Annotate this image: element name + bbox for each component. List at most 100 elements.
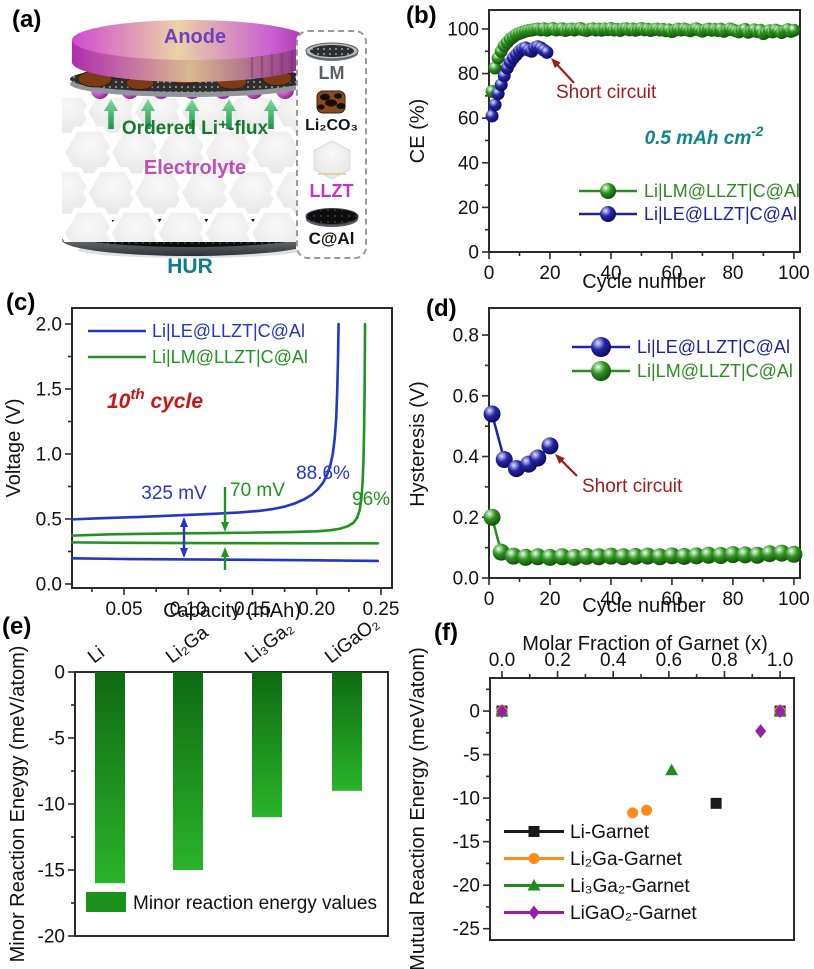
annotation-c — [180, 517, 188, 558]
svg-text:0: 0 — [469, 702, 480, 723]
svg-text:Li-Garnet: Li-Garnet — [570, 822, 650, 843]
svg-text:0.2: 0.2 — [453, 508, 479, 529]
svg-text:0.20: 0.20 — [298, 599, 335, 620]
annotation-b — [551, 58, 575, 84]
legend-label-lm: LM — [318, 63, 345, 84]
svg-text:60: 60 — [661, 263, 682, 284]
annotation-d — [555, 454, 578, 477]
svg-text:96%: 96% — [352, 489, 390, 510]
svg-text:0.25: 0.25 — [362, 599, 399, 620]
svg-text:Hysteresis (V): Hysteresis (V) — [407, 381, 429, 507]
svg-text:60: 60 — [661, 589, 682, 610]
chart-coulombic-efficiency: 0 20 40 60 80 100 0 20 40 60 80 100 Cycle number CE (… — [407, 9, 810, 293]
annotation-c: 70 mV — [230, 480, 285, 501]
svg-text:1.5: 1.5 — [36, 379, 62, 400]
svg-text:0.10: 0.10 — [170, 599, 207, 620]
schematic-legend-box: LM Li₂CO₃ LLZT — [296, 30, 367, 259]
svg-text:40: 40 — [600, 589, 621, 610]
panel-letter-d: (d) — [426, 295, 457, 322]
legend-d: Li|LE@LLZT|C@Al Li|LM@LLZT|C@Al — [572, 337, 793, 381]
series-b-0 — [485, 22, 801, 98]
series-f-2 — [495, 704, 787, 776]
svg-text:Li₃Ga₂: Li₃Ga₂ — [241, 620, 297, 668]
svg-text:-15: -15 — [38, 861, 65, 882]
svg-text:LiGaO₂: LiGaO₂ — [321, 620, 383, 668]
panel-a-schematic: Anode Ordered Li⁺-flux Electrolyte HUR L… — [0, 0, 404, 295]
svg-text:Capacity (mAh): Capacity (mAh) — [163, 600, 301, 620]
svg-text:0: 0 — [484, 263, 495, 284]
svg-text:Molar Fraction of Garnet (x): Molar Fraction of Garnet (x) — [522, 633, 768, 655]
svg-text:10th cycle: 10th cycle — [107, 386, 203, 413]
series-f-1 — [496, 705, 786, 819]
svg-text:100: 100 — [778, 589, 810, 610]
svg-text:CE (%): CE (%) — [407, 99, 429, 163]
svg-text:1.0: 1.0 — [36, 444, 62, 465]
svg-text:0.4: 0.4 — [600, 650, 627, 671]
svg-text:Minor reaction energy values: Minor reaction energy values — [133, 893, 377, 914]
series-c-2 — [70, 322, 367, 537]
svg-text:Li|LE@LLZT|C@Al: Li|LE@LLZT|C@Al — [644, 204, 797, 224]
svg-text:-20: -20 — [38, 927, 65, 948]
annotation-c: 325 mV — [141, 483, 207, 504]
svg-text:0.0: 0.0 — [489, 650, 515, 671]
legend-item-lm: LM — [304, 42, 360, 82]
electrolyte-label: Electrolyte — [143, 157, 247, 179]
svg-text:Minor Reaction Eneygy (meV/ato: Minor Reaction Eneygy (meV/atom) — [7, 646, 29, 963]
svg-text:Mutual Reaction Energy (meV/at: Mutual Reaction Energy (meV/atom) — [407, 647, 429, 969]
svg-text:0.4: 0.4 — [453, 447, 480, 468]
panel-letter-e: (e) — [2, 613, 32, 640]
annotation-c — [221, 547, 229, 570]
svg-text:0.6: 0.6 — [453, 386, 479, 407]
panel-letter-f: (f) — [434, 619, 458, 646]
svg-text:60: 60 — [458, 109, 479, 130]
chart-mutual-reaction-energy: 0.0 0.2 0.4 0.6 0.8 1.0 0 -5 -10 -15 -20 -25 Molar F… — [407, 633, 795, 969]
svg-text:Li₃Ga₂-Garnet: Li₃Ga₂-Garnet — [570, 876, 690, 897]
series-b-1 — [485, 40, 554, 123]
svg-text:2.0: 2.0 — [36, 314, 62, 335]
series-c-1 — [70, 557, 380, 563]
svg-text:0.0: 0.0 — [36, 574, 62, 595]
svg-text:0.05: 0.05 — [106, 599, 143, 620]
svg-text:Li₂Ga: Li₂Ga — [162, 622, 213, 668]
svg-text:20: 20 — [539, 263, 560, 284]
series-c-3 — [70, 541, 380, 545]
hur-label: HUR — [167, 255, 213, 278]
chart-minor-reaction-energy: 0 -5 -10 -15 -20 Minor Reaction Eneygy (meV/a… — [7, 620, 389, 963]
svg-text:88.6%: 88.6% — [296, 463, 350, 484]
svg-text:40: 40 — [458, 153, 479, 174]
lm-disc-icon — [305, 42, 358, 62]
axes-b: 0 20 40 60 80 100 0 20 40 60 80 100 Cycle number CE (… — [407, 9, 810, 293]
annotation-c: 88.6% — [296, 463, 350, 484]
annotation-c — [221, 487, 229, 532]
svg-text:0.5: 0.5 — [36, 509, 62, 530]
panel-letter-c: (c) — [6, 289, 36, 316]
legend-b: Li|LM@LLZT|C@Al Li|LE@LLZT|C@Al — [579, 181, 800, 224]
svg-text:20: 20 — [458, 198, 479, 219]
svg-text:LiGaO₂-Garnet: LiGaO₂-Garnet — [570, 903, 697, 924]
svg-text:Li|LM@LLZT|C@Al: Li|LM@LLZT|C@Al — [637, 361, 793, 381]
svg-text:Li|LM@LLZT|C@Al: Li|LM@LLZT|C@Al — [644, 181, 800, 201]
ordered-li-flux-label: Ordered Li⁺-flux — [121, 118, 269, 139]
svg-text:0.6: 0.6 — [656, 650, 682, 671]
annotation-c: 10th cycle — [107, 386, 203, 413]
svg-text:0.2: 0.2 — [544, 650, 570, 671]
svg-text:40: 40 — [600, 263, 621, 284]
legend-label-li2co3: Li₂CO₃ — [305, 116, 358, 134]
bars: Li Li₂Ga Li₃Ga₂ LiGaO₂ — [84, 620, 383, 884]
axes-d: 0 20 40 60 80 100 0.0 0.2 0.4 0.6 0.8 Cycle number H… — [407, 307, 810, 617]
series-f-3 — [496, 704, 786, 739]
svg-text:0.8: 0.8 — [453, 326, 479, 347]
svg-text:80: 80 — [722, 263, 743, 284]
svg-text:70 mV: 70 mV — [230, 480, 285, 501]
li2co3-icon — [316, 90, 346, 114]
svg-text:Voltage (V): Voltage (V) — [3, 399, 25, 498]
svg-text:-5: -5 — [463, 745, 480, 766]
legend-item-li2co3: Li₂CO₃ — [305, 89, 358, 134]
legend-c: Li|LE@LLZT|C@Al Li|LM@LLZT|C@Al — [88, 321, 308, 367]
svg-text:0: 0 — [468, 243, 479, 264]
schematic-graphic — [62, 20, 318, 258]
svg-text:Short circuit: Short circuit — [556, 82, 657, 103]
svg-text:-10: -10 — [38, 795, 65, 816]
svg-text:Li|LE@LLZT|C@Al: Li|LE@LLZT|C@Al — [637, 337, 790, 357]
annotation-d: Short circuit — [582, 476, 683, 497]
